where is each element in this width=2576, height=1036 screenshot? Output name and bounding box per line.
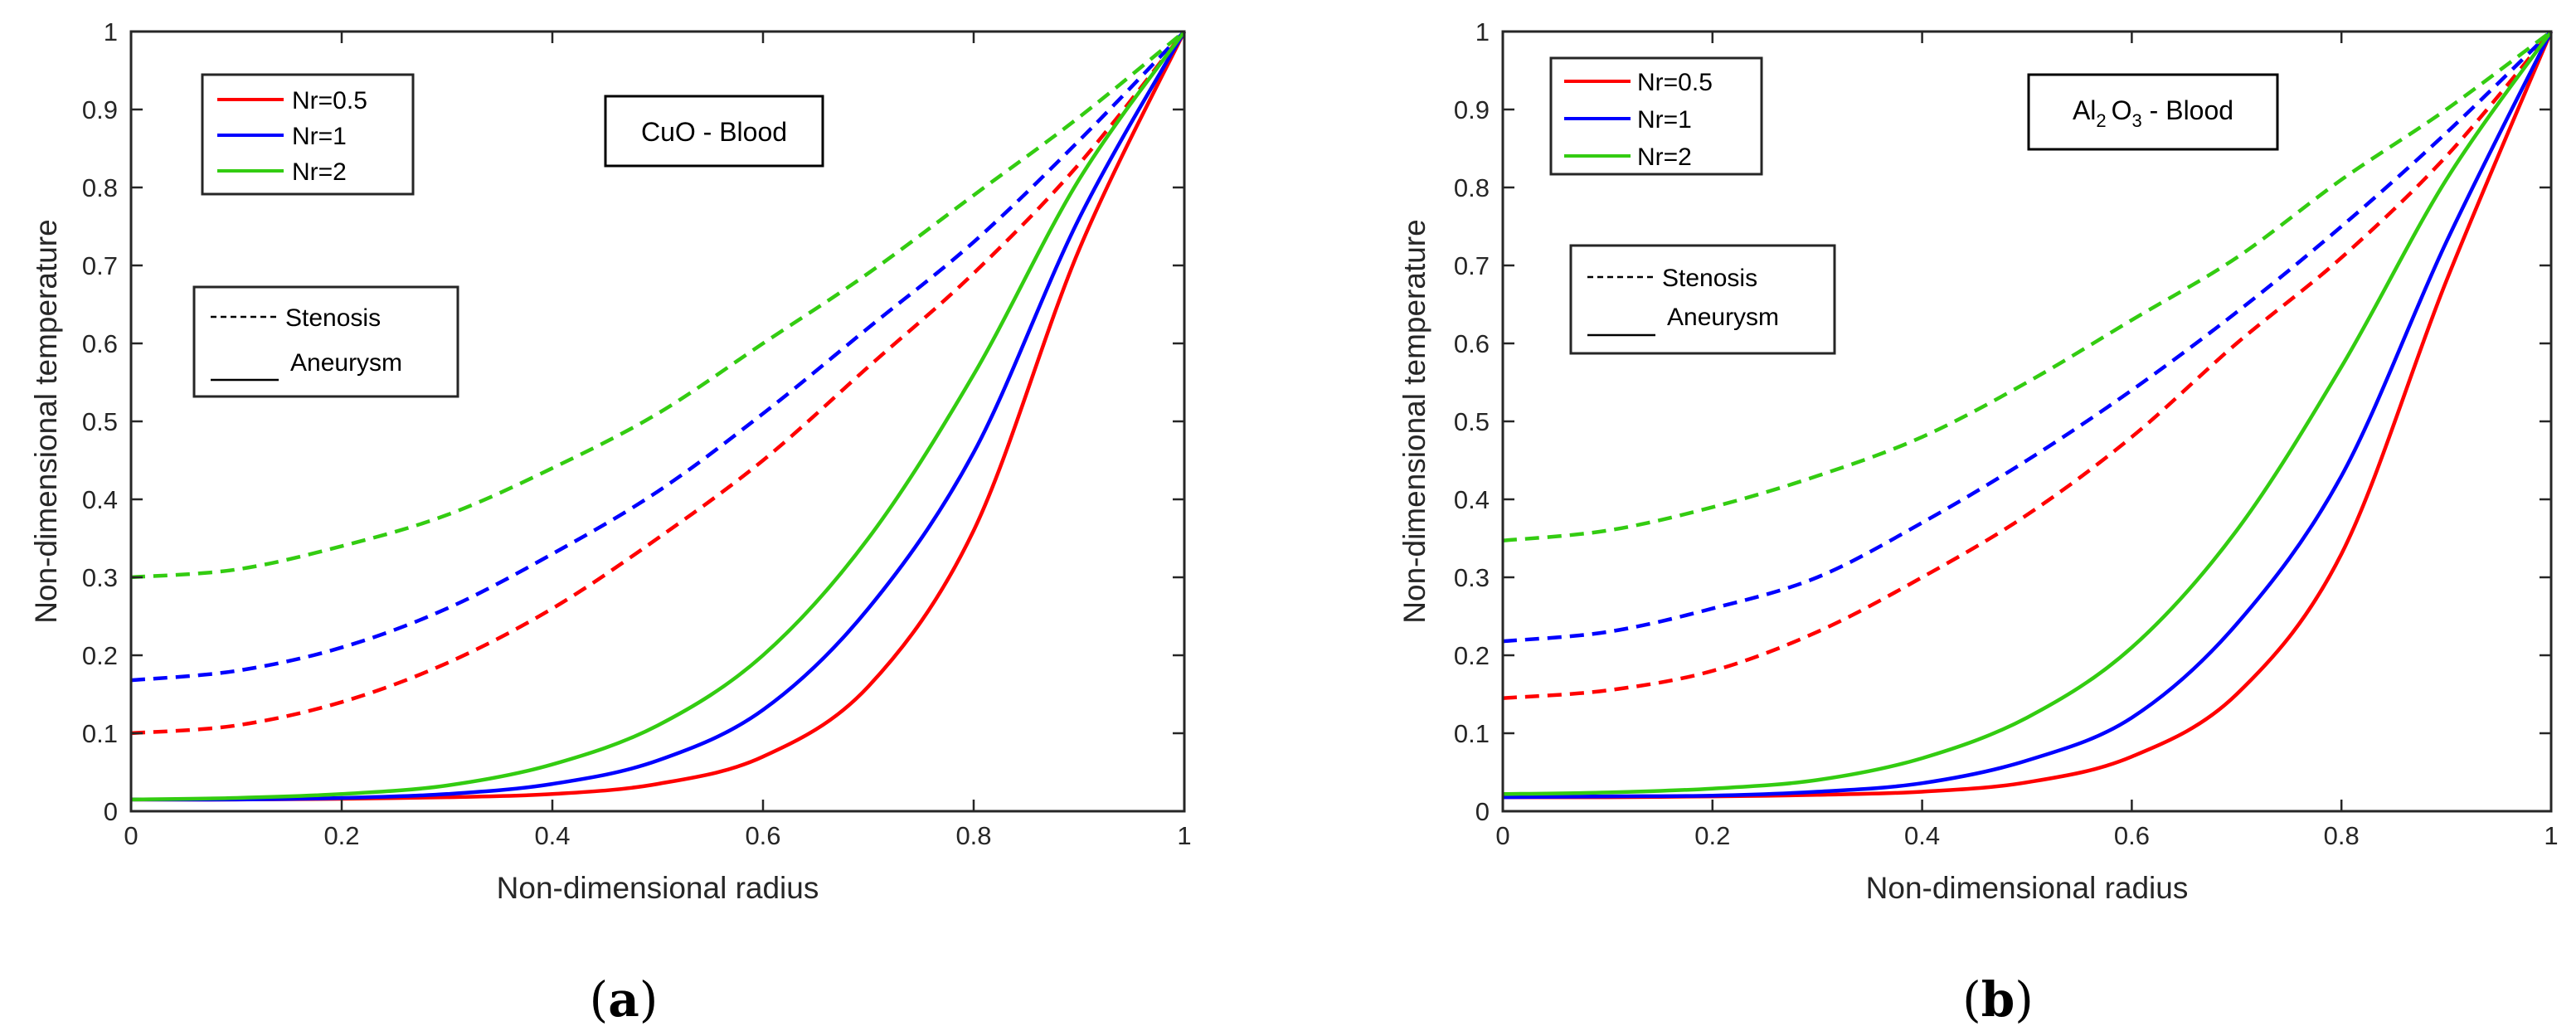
x-tick-label: 0.8 [2324,821,2360,850]
panel-b: 0 0.2 0.4 0.6 0.8 1 0 0.1 0.2 0.3 0.4 0.5 0.6 0.7 0.8 0… [1397,17,2559,905]
y-tick-label: 0 [104,797,118,826]
annotation-o: O [2112,95,2132,125]
legend-entry-aneurysm: Aneurysm [290,349,402,377]
x-tick-label: 0.6 [2114,821,2150,850]
legend-styles-box [1569,244,1836,355]
legend-entry-nr-2: Nr=2 [1637,143,1692,171]
legend-entry-nr-0-5: Nr=0.5 [1637,69,1713,96]
tick-layer: 0 0.2 0.4 0.6 0.8 1 0 0.1 0.2 0.3 0.4 0.5 0.6 0.7 0.8 0… [82,17,1192,850]
y-tick-label: 0.8 [82,173,118,202]
series-aneurysm-nr-1 [1502,30,2554,800]
y-tick-label: 0.6 [1454,329,1490,358]
series-stenosis-nr-2 [1502,30,2553,543]
x-axis-label: Non-dimensional radius [1866,871,2189,905]
y-tick-label: 0.8 [1454,173,1490,202]
y-axis-label: Non-dimensional temperature [29,219,63,623]
y-tick-label: 0.4 [1454,485,1490,514]
y-tick-label: 0.2 [82,641,118,670]
annotation-text: CuO - Blood [641,117,787,147]
panel-a: 0 0.2 0.4 0.6 0.8 1 0 0.1 0.2 0.3 0.4 0.5 0.6 0.7 0.8 0… [29,17,1192,905]
series-stenosis-nr-0-5 [1502,30,2553,700]
annotation-sub-3: 3 [2132,110,2142,131]
x-tick-label: 0 [1495,821,1509,850]
series-stenosis-nr-0-5 [130,30,1186,736]
x-tick-label: 1 [2544,821,2558,850]
series-aneurysm-nr-1 [130,30,1186,802]
x-tick-label: 0.4 [534,821,570,850]
x-tick-label: 1 [1177,821,1191,850]
caption-b-letter: b [1981,971,2015,1028]
annotation-rest: - Blood [2142,95,2233,125]
y-tick-label: 1 [104,17,118,46]
y-tick-label: 0 [1475,797,1490,826]
y-tick-label: 0.9 [82,95,118,124]
annotation-al2o3-blood: Al2 O3 - Blood [2027,73,2279,151]
series-stenosis-nr-2 [130,30,1186,580]
y-tick-label: 0.1 [82,719,118,748]
x-axis-label: Non-dimensional radius [497,871,819,905]
annotation-box [604,95,824,168]
legend-entry-nr-2: Nr=2 [292,158,347,186]
y-tick-label: 0.4 [82,485,118,514]
legend-entry-stenosis: Stenosis [285,304,381,332]
legend-entry-nr-1: Nr=1 [292,123,347,150]
x-tick-label: 0 [124,821,138,850]
annotation-al: Al [2073,95,2096,125]
legend-entry-aneurysm: Aneurysm [1667,304,1779,331]
legend-colors: Nr=0.5 Nr=1 Nr=2 [1549,56,1763,176]
series-layer [130,30,1187,802]
y-tick-label: 0.2 [1454,641,1490,670]
x-tick-label: 0.6 [745,821,780,850]
annotation-box [2027,73,2279,151]
annotation-cuo-blood: CuO - Blood [604,95,824,168]
x-tick-label: 0.2 [323,821,359,850]
tick-layer: 0 0.2 0.4 0.6 0.8 1 0 0.1 0.2 0.3 0.4 0.5 0.6 0.7 0.8 0… [1454,17,2559,850]
legend-styles-box [192,285,459,398]
series-aneurysm-nr-2 [130,30,1186,802]
series-stenosis-nr-1 [1502,30,2553,644]
y-tick-label: 0.1 [1454,719,1490,748]
series-layer [1502,30,2554,800]
legend-entry-nr-0-5: Nr=0.5 [292,87,367,114]
legend-styles: Stenosis Aneurysm [192,285,459,398]
legend-styles: Stenosis Aneurysm [1569,244,1836,355]
axes-box [129,30,1186,813]
y-tick-label: 0.6 [82,329,118,358]
x-tick-label: 0.8 [955,821,991,850]
y-tick-label: 0.3 [82,563,118,592]
legend-colors: Nr=0.5 Nr=1 Nr=2 [201,73,415,196]
series-aneurysm-nr-2 [1502,30,2553,796]
y-tick-label: 0.5 [82,407,118,436]
y-tick-label: 0.7 [1454,251,1490,280]
annotation-sub-2: 2 [2096,110,2106,131]
y-axis-label: Non-dimensional temperature [1397,219,1431,623]
axes-box [1501,30,2553,813]
x-tick-label: 0.4 [1904,821,1940,850]
annotation-text: Al2 O3 - Blood [2073,95,2233,131]
caption-a-letter: a [608,971,639,1028]
caption-a: (a) [590,971,659,1028]
legend-entry-stenosis: Stenosis [1662,265,1757,292]
y-tick-label: 0.9 [1454,95,1490,124]
y-tick-label: 0.7 [82,251,118,280]
y-tick-label: 0.5 [1454,407,1490,436]
legend-entry-nr-1: Nr=1 [1637,106,1692,134]
y-tick-label: 1 [1475,17,1490,46]
series-stenosis-nr-1 [130,30,1186,683]
caption-b: (b) [1962,971,2034,1028]
x-tick-label: 0.2 [1694,821,1730,850]
y-tick-label: 0.3 [1454,563,1490,592]
